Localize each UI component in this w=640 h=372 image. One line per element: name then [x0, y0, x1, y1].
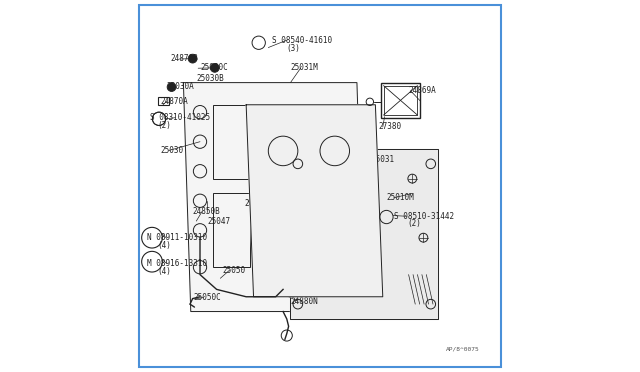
Text: 27380: 27380 [378, 122, 401, 131]
Text: 24850: 24850 [301, 142, 324, 151]
Text: 24880: 24880 [331, 145, 354, 154]
Text: AP/8^0075: AP/8^0075 [445, 347, 479, 352]
Text: S 08540-41610: S 08540-41610 [272, 36, 332, 45]
Circle shape [211, 63, 220, 72]
Text: 24860: 24860 [244, 199, 268, 208]
Text: 25031M: 25031M [291, 63, 318, 72]
Bar [257, 193, 294, 267]
Text: (2): (2) [408, 219, 422, 228]
Text: 25030A: 25030A [167, 82, 195, 91]
Text: 24850B: 24850B [193, 207, 220, 217]
Bar [357, 223, 401, 267]
Text: 25047: 25047 [298, 134, 321, 143]
Bar [312, 123, 357, 179]
Text: 24870A: 24870A [161, 97, 188, 106]
Text: S 08310-41025: S 08310-41025 [150, 113, 211, 122]
Text: 25030: 25030 [161, 147, 184, 155]
Text: 24870B: 24870B [170, 54, 198, 63]
Bar [261, 123, 305, 179]
Bar [305, 223, 349, 267]
Polygon shape [291, 149, 438, 319]
Text: 25010M: 25010M [387, 193, 414, 202]
Bar [312, 193, 357, 245]
Text: 25050: 25050 [222, 266, 245, 275]
Text: S 08510-31442: S 08510-31442 [394, 212, 454, 221]
Text: 25030C: 25030C [200, 63, 228, 72]
Bar [213, 193, 250, 267]
Text: 24869A: 24869A [408, 86, 436, 94]
Text: 25030B: 25030B [196, 74, 224, 83]
Text: 25031: 25031 [372, 155, 395, 164]
Bar [383, 86, 417, 115]
Text: 25050C: 25050C [194, 293, 221, 302]
Text: M 08916-13310: M 08916-13310 [147, 259, 207, 268]
Text: N 08911-10310: N 08911-10310 [147, 233, 207, 242]
Polygon shape [184, 83, 364, 311]
Circle shape [188, 54, 197, 63]
Text: (3): (3) [287, 44, 301, 53]
Text: 24860A: 24860A [257, 241, 285, 250]
Polygon shape [246, 105, 383, 297]
Bar [261, 193, 305, 245]
Bar [213, 105, 250, 179]
Bar [381, 83, 420, 118]
Text: (4): (4) [157, 267, 172, 276]
Bar [357, 164, 401, 208]
Text: (2): (2) [157, 121, 172, 129]
Text: 25047: 25047 [207, 217, 230, 225]
Circle shape [167, 83, 176, 92]
Bar [266, 212, 298, 234]
Text: 24880N: 24880N [291, 297, 318, 306]
Bar [157, 97, 168, 105]
Text: (4): (4) [157, 241, 172, 250]
Bar [318, 212, 349, 234]
Bar [305, 164, 349, 208]
Bar [257, 105, 294, 179]
Text: 25957: 25957 [305, 244, 328, 253]
